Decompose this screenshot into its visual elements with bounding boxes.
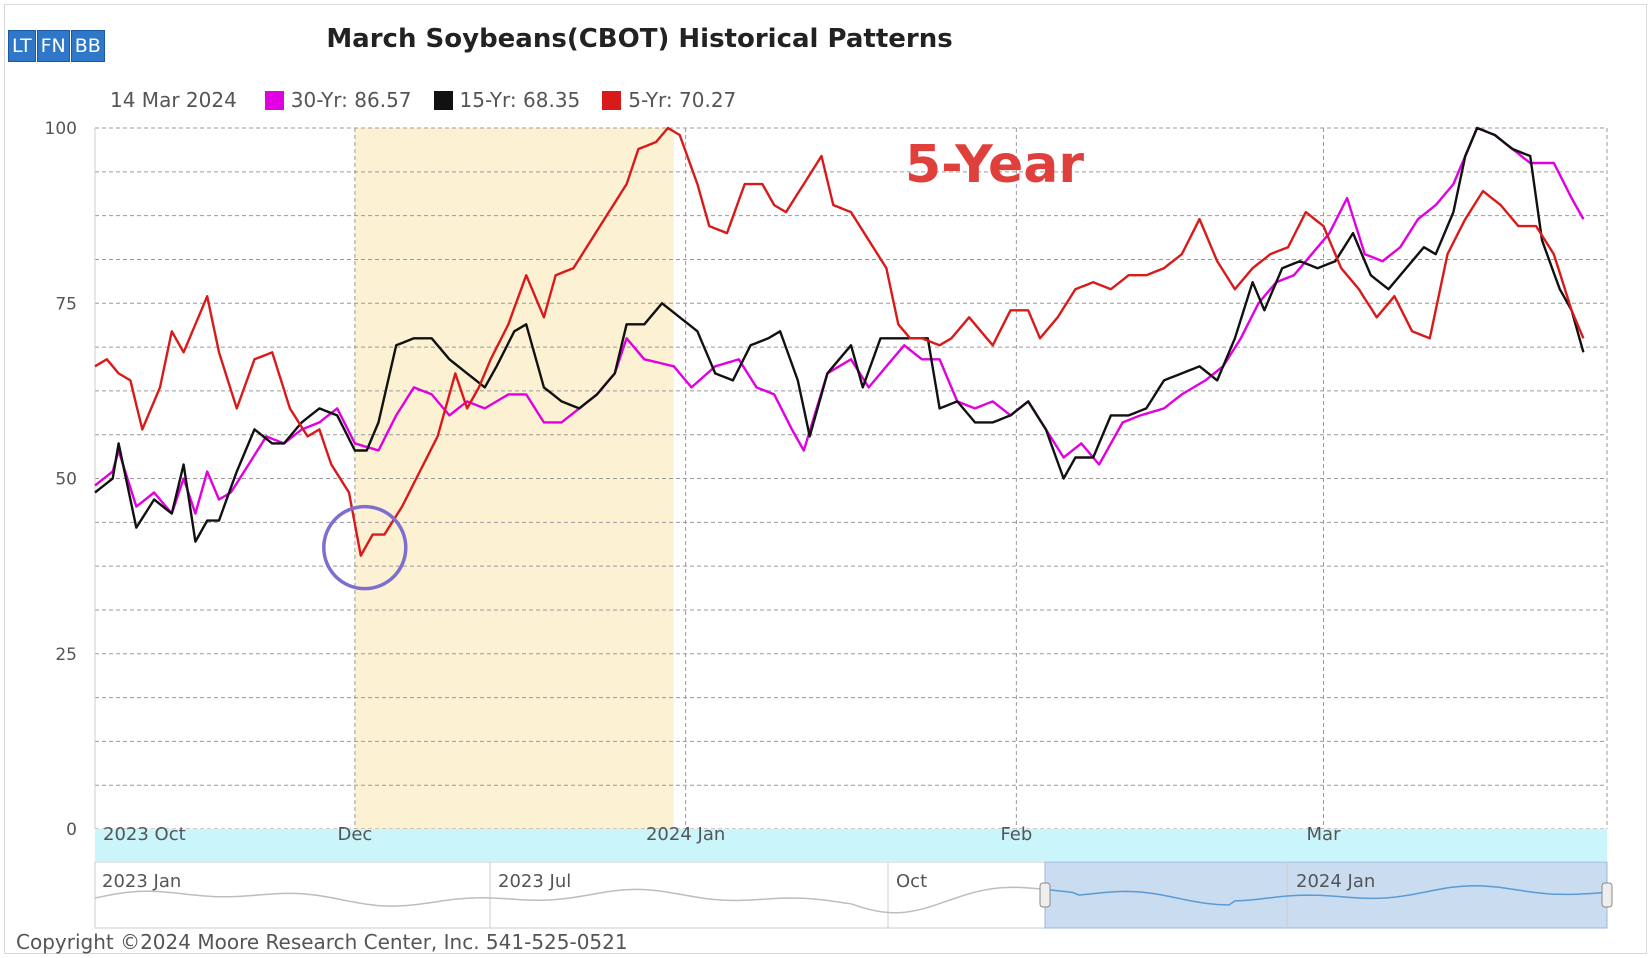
navigator-selected-line — [1042, 885, 1608, 906]
x-axis-strip — [95, 829, 1607, 861]
series-line-15yr — [94, 126, 1585, 543]
five-year-annotation: 5-Year — [905, 135, 1085, 195]
copyright-text: Copyright ©2024 Moore Research Center, I… — [16, 930, 628, 954]
navigator-label: 2024 Jan — [1296, 871, 1375, 892]
navigator-handle-right[interactable] — [1601, 882, 1613, 908]
x-tick-label: Dec — [337, 824, 372, 845]
series-line-30yr — [94, 126, 1585, 515]
seasonal-highlight-band — [354, 128, 674, 829]
fn-button[interactable]: FN — [36, 30, 70, 62]
navigator-label: Oct — [896, 871, 927, 892]
legend-date: 14 Mar 2024 — [110, 88, 237, 112]
legend-swatch-5yr — [602, 90, 622, 110]
legend-item-30yr[interactable]: 30-Yr: 86.57 — [264, 88, 412, 112]
navigator-label: 2023 Jan — [102, 871, 181, 892]
legend-item-15yr[interactable]: 15-Yr: 68.35 — [433, 88, 581, 112]
y-tick-label: 25 — [55, 645, 77, 665]
low-point-circle — [322, 504, 408, 591]
y-tick-label: 75 — [55, 294, 77, 314]
chart-title: March Soybeans(CBOT) Historical Patterns — [326, 24, 953, 54]
lt-button[interactable]: LT — [8, 30, 36, 62]
y-tick-label: 50 — [55, 470, 77, 490]
legend-label-15yr: 15-Yr: 68.35 — [459, 88, 581, 112]
legend-label-30yr: 30-Yr: 86.57 — [290, 88, 412, 112]
y-tick-label: 100 — [45, 119, 77, 139]
x-tick-label: Feb — [1000, 824, 1032, 845]
y-tick-label: 0 — [66, 820, 77, 840]
toolbar: LT FN BB — [8, 30, 105, 62]
legend-item-5yr[interactable]: 5-Yr: 70.27 — [602, 88, 736, 112]
x-tick-label: 2023 Oct — [103, 824, 186, 845]
chart-frame — [4, 4, 1647, 954]
legend-swatch-15yr — [433, 90, 453, 110]
navigator-overview-line — [94, 886, 1044, 914]
series-line-5yr — [94, 126, 1585, 557]
legend-swatch-30yr — [264, 90, 284, 110]
x-tick-label: 2024 Jan — [646, 824, 725, 845]
bb-button[interactable]: BB — [70, 30, 105, 62]
legend: 14 Mar 2024 30-Yr: 86.57 15-Yr: 68.35 5-… — [110, 88, 758, 112]
legend-label-5yr: 5-Yr: 70.27 — [628, 88, 737, 112]
x-tick-label: Mar — [1307, 824, 1342, 845]
navigator-label: 2023 Jul — [498, 871, 571, 892]
navigator-handle-left[interactable] — [1039, 882, 1051, 908]
